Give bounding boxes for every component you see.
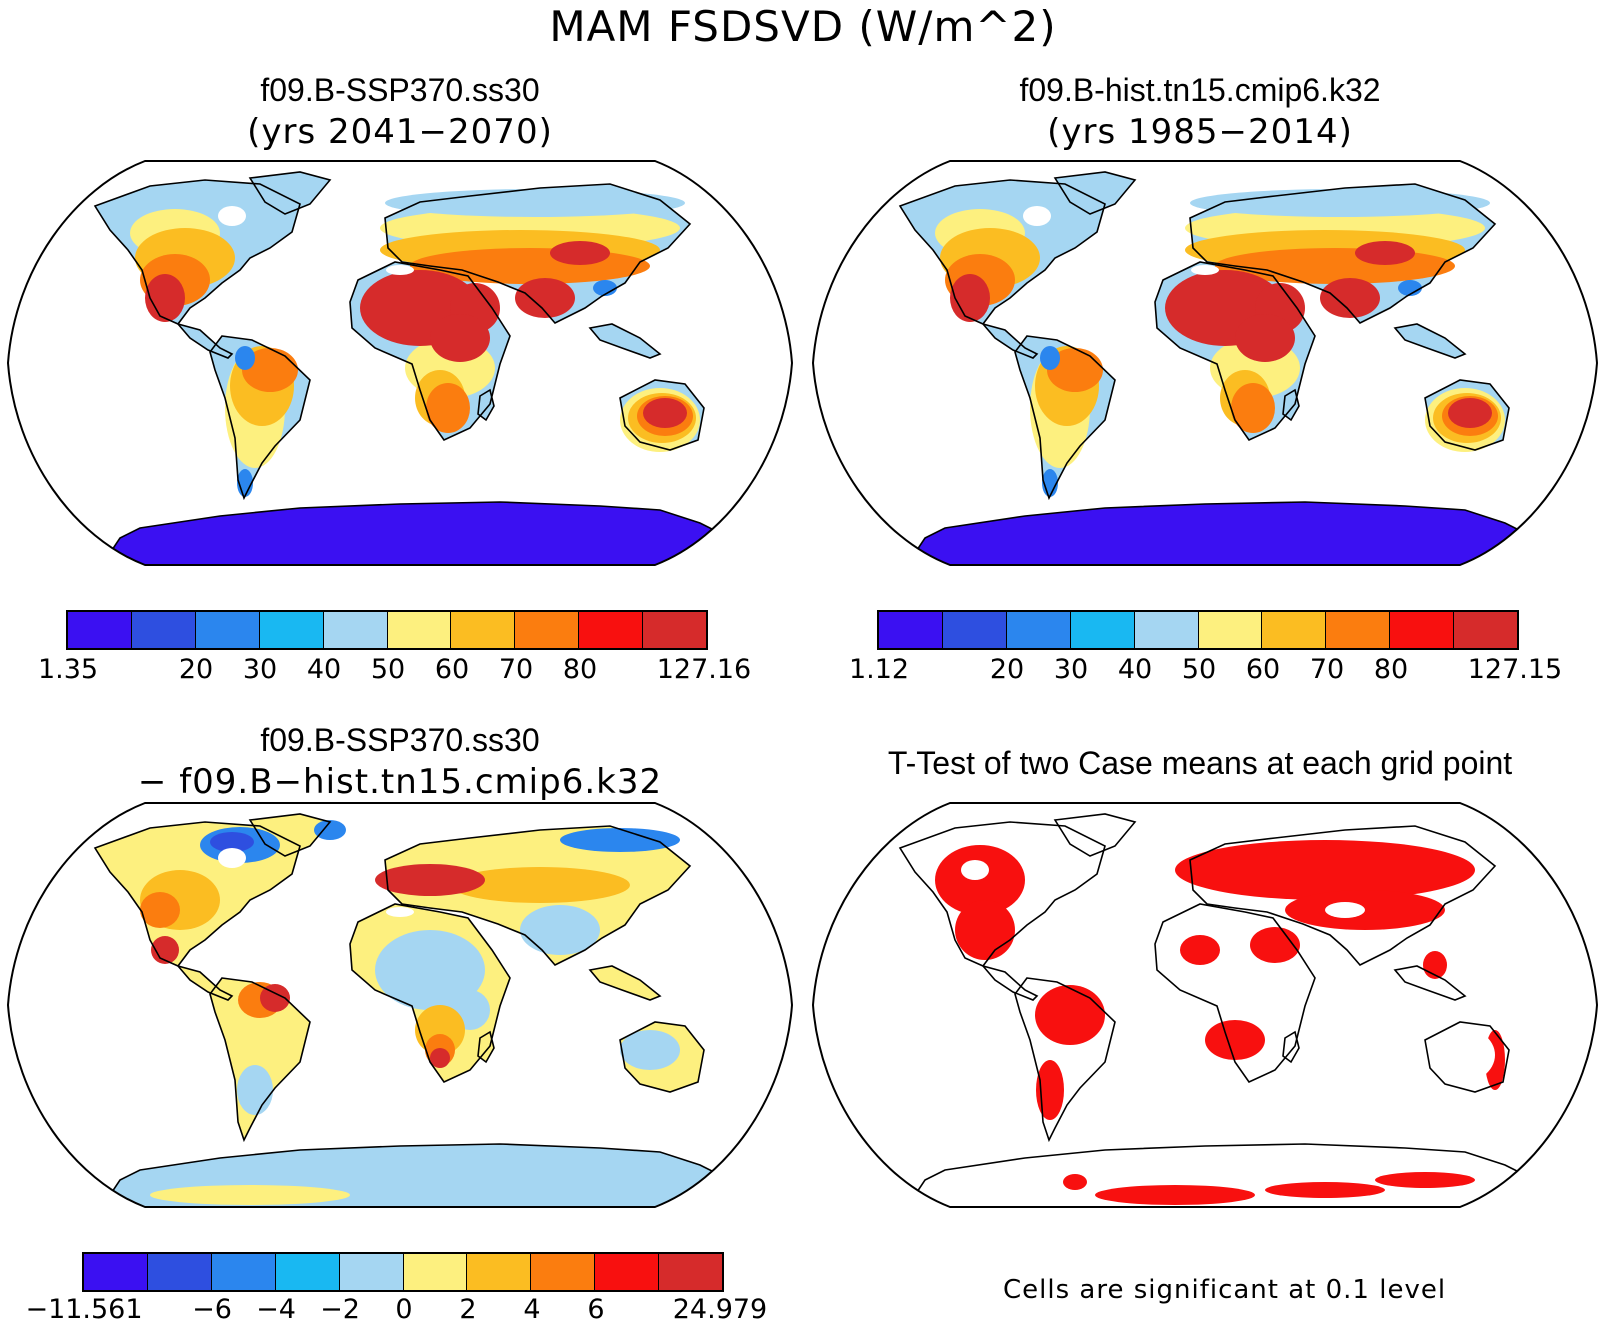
- panel-subtitle-top-left: (yrs 2041−2070): [247, 112, 553, 152]
- colorbar-top-left: [66, 610, 708, 650]
- colorbar-label: 50: [370, 654, 406, 685]
- panel-title-top-left: f09.B-SSP370.ss30: [260, 72, 540, 108]
- map-panel-top-left: [0, 158, 800, 568]
- colorbar-label: 20: [989, 654, 1025, 685]
- colorbar-label: 40: [1117, 654, 1153, 685]
- colorbar-label: 24.979: [672, 1294, 768, 1325]
- colorbar-label: 6: [587, 1294, 605, 1325]
- colorbar-label: −6: [192, 1294, 232, 1325]
- colorbar-label: 1.35: [37, 654, 99, 685]
- colorbar-label: 127.16: [656, 654, 752, 685]
- colorbar-label: 4: [523, 1294, 541, 1325]
- figure-title: MAM FSDSVD (W/m^2): [549, 2, 1057, 51]
- colorbar-label: 2: [459, 1294, 477, 1325]
- panel-title-bottom-left: f09.B-SSP370.ss30: [260, 722, 540, 758]
- colorbar-label: −11.561: [25, 1294, 143, 1325]
- colorbar-label: 80: [1373, 654, 1409, 685]
- colorbar-label: −4: [256, 1294, 296, 1325]
- colorbar-label: 80: [562, 654, 598, 685]
- colorbar-top-right: [877, 610, 1519, 650]
- panel-subtitle-top-right: (yrs 1985−2014): [1047, 112, 1353, 152]
- map-panel-bottom-right: [805, 800, 1605, 1210]
- colorbar-bottom-left: [82, 1252, 724, 1292]
- colorbar-label: 60: [434, 654, 470, 685]
- panel-subtitle-bottom-left: − f09.B−hist.tn15.cmip6.k32: [137, 762, 663, 802]
- colorbar-label: 30: [242, 654, 278, 685]
- panel-title-top-right: f09.B-hist.tn15.cmip6.k32: [1019, 72, 1381, 108]
- colorbar-label: −2: [320, 1294, 360, 1325]
- colorbar-label: 60: [1245, 654, 1281, 685]
- colorbar-label: 0: [395, 1294, 413, 1325]
- map-panel-top-right: [805, 158, 1605, 568]
- colorbar-label: 40: [306, 654, 342, 685]
- colorbar-label: 30: [1053, 654, 1089, 685]
- colorbar-label: 127.15: [1467, 654, 1563, 685]
- colorbar-label: 50: [1181, 654, 1217, 685]
- colorbar-label: 70: [1309, 654, 1345, 685]
- panel-title-bottom-right: T-Test of two Case means at each grid po…: [887, 745, 1513, 781]
- significance-note: Cells are significant at 0.1 level: [1003, 1275, 1447, 1305]
- colorbar-label: 1.12: [848, 654, 910, 685]
- colorbar-label: 70: [498, 654, 534, 685]
- colorbar-label: 20: [178, 654, 214, 685]
- map-panel-bottom-left: [0, 800, 800, 1210]
